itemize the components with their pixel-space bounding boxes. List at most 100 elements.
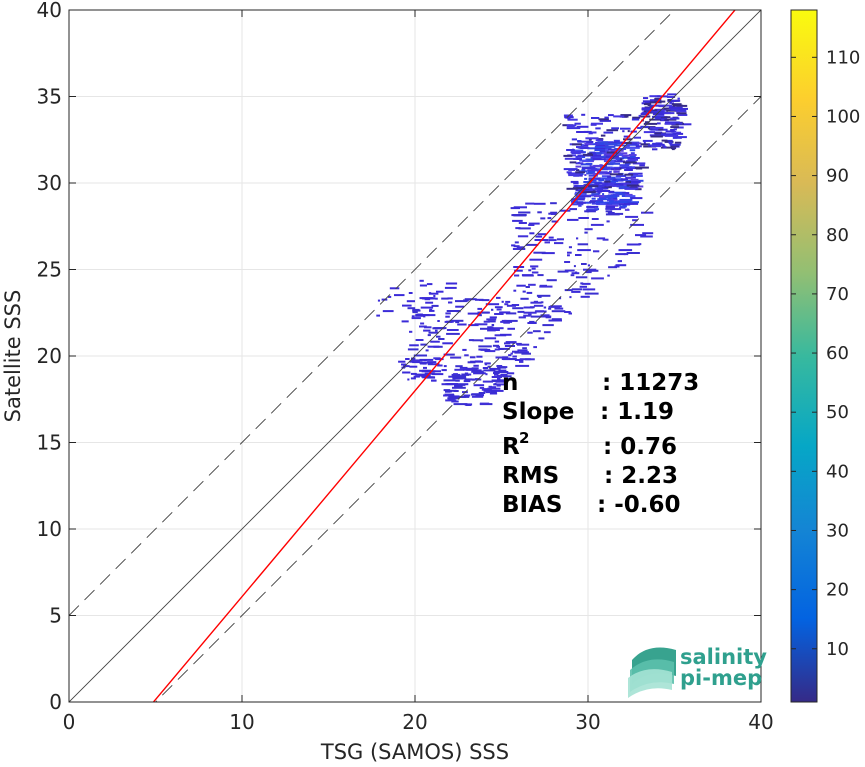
salinity-pi-mep-logo: salinity pi-mep — [628, 645, 767, 698]
density-cell — [548, 307, 552, 310]
density-cell — [609, 173, 623, 176]
density-cell — [569, 208, 577, 211]
density-cell — [427, 363, 440, 366]
density-cell — [658, 111, 663, 114]
density-cell — [415, 313, 421, 316]
density-cell — [537, 233, 547, 236]
density-cell — [597, 198, 611, 201]
density-cell — [624, 208, 630, 211]
density-cell — [611, 127, 619, 130]
density-cell — [529, 320, 535, 323]
density-cell — [491, 389, 504, 392]
density-cell — [599, 145, 610, 148]
density-cell — [554, 307, 564, 310]
density-cell — [491, 324, 495, 326]
density-cell — [547, 217, 552, 220]
colorbar-tick-label: 90 — [826, 166, 849, 187]
density-cell — [602, 193, 605, 196]
density-cell — [676, 131, 682, 134]
density-cell — [453, 373, 458, 376]
density-cell — [608, 191, 613, 194]
density-cell — [492, 344, 500, 347]
density-cell — [572, 187, 585, 190]
density-cell — [567, 251, 572, 254]
density-cell — [588, 163, 592, 166]
density-cell — [468, 324, 479, 327]
density-cell — [625, 142, 632, 144]
density-cell — [409, 360, 414, 363]
density-cell — [474, 323, 488, 326]
density-cell — [531, 267, 536, 270]
density-cell — [483, 320, 490, 323]
density-cell — [589, 165, 602, 168]
density-cell — [623, 253, 629, 256]
density-cell — [605, 148, 609, 151]
density-cell — [671, 106, 683, 109]
density-cell — [612, 184, 620, 187]
density-cell — [548, 239, 557, 242]
density-cell — [573, 158, 582, 160]
density-cell — [535, 310, 545, 313]
density-cell — [649, 126, 664, 129]
density-cell — [412, 311, 418, 314]
density-cell — [517, 310, 525, 313]
density-cell — [564, 157, 577, 160]
colorbar — [790, 9, 818, 703]
density-cell — [586, 205, 599, 208]
density-cell — [485, 303, 500, 306]
density-cell — [533, 346, 537, 349]
density-cell — [410, 377, 416, 380]
density-cell — [590, 152, 596, 155]
density-cell — [407, 348, 419, 351]
density-cell — [605, 178, 615, 180]
density-cell — [571, 290, 581, 293]
density-cell — [519, 351, 529, 354]
density-cell — [654, 132, 666, 135]
colorbar-tick-label: 50 — [826, 402, 849, 423]
density-cell — [599, 196, 607, 199]
density-cell — [622, 193, 627, 196]
density-cell — [420, 343, 428, 346]
density-cell — [497, 377, 501, 380]
density-cell — [643, 122, 658, 125]
density-cell — [577, 185, 588, 188]
density-cell — [533, 304, 544, 307]
density-cell — [614, 167, 620, 170]
density-cell — [584, 210, 596, 213]
density-cell — [525, 202, 535, 205]
density-cell — [448, 389, 457, 392]
density-cell — [670, 117, 680, 120]
density-cell — [592, 152, 603, 155]
density-cell — [526, 291, 533, 294]
density-cell — [595, 201, 604, 204]
density-cell — [557, 270, 569, 273]
colorbar-tick-label: 40 — [826, 461, 849, 482]
density-cell — [479, 402, 490, 405]
density-cell — [501, 300, 504, 303]
density-cell — [471, 378, 475, 381]
stat-label: R — [502, 434, 520, 460]
density-cell — [514, 359, 524, 361]
density-cell — [559, 297, 562, 300]
density-cell — [580, 295, 590, 298]
density-cell — [660, 116, 671, 119]
density-cell — [578, 204, 582, 207]
one-to-one-line — [69, 10, 761, 702]
density-cell — [432, 327, 445, 330]
density-cell — [614, 144, 625, 147]
density-cell — [408, 292, 413, 294]
density-cell — [650, 135, 663, 138]
density-cell — [597, 141, 608, 144]
density-cell — [619, 198, 633, 201]
density-cell — [593, 250, 600, 253]
density-cell — [599, 150, 606, 153]
density-cell — [607, 175, 612, 178]
density-cell — [655, 117, 665, 120]
density-cell — [540, 314, 550, 317]
density-cell — [522, 347, 527, 350]
density-cell — [677, 112, 687, 115]
density-cell — [484, 337, 497, 340]
density-cell — [537, 295, 542, 298]
density-cell — [522, 290, 526, 293]
density-cell — [425, 349, 429, 352]
